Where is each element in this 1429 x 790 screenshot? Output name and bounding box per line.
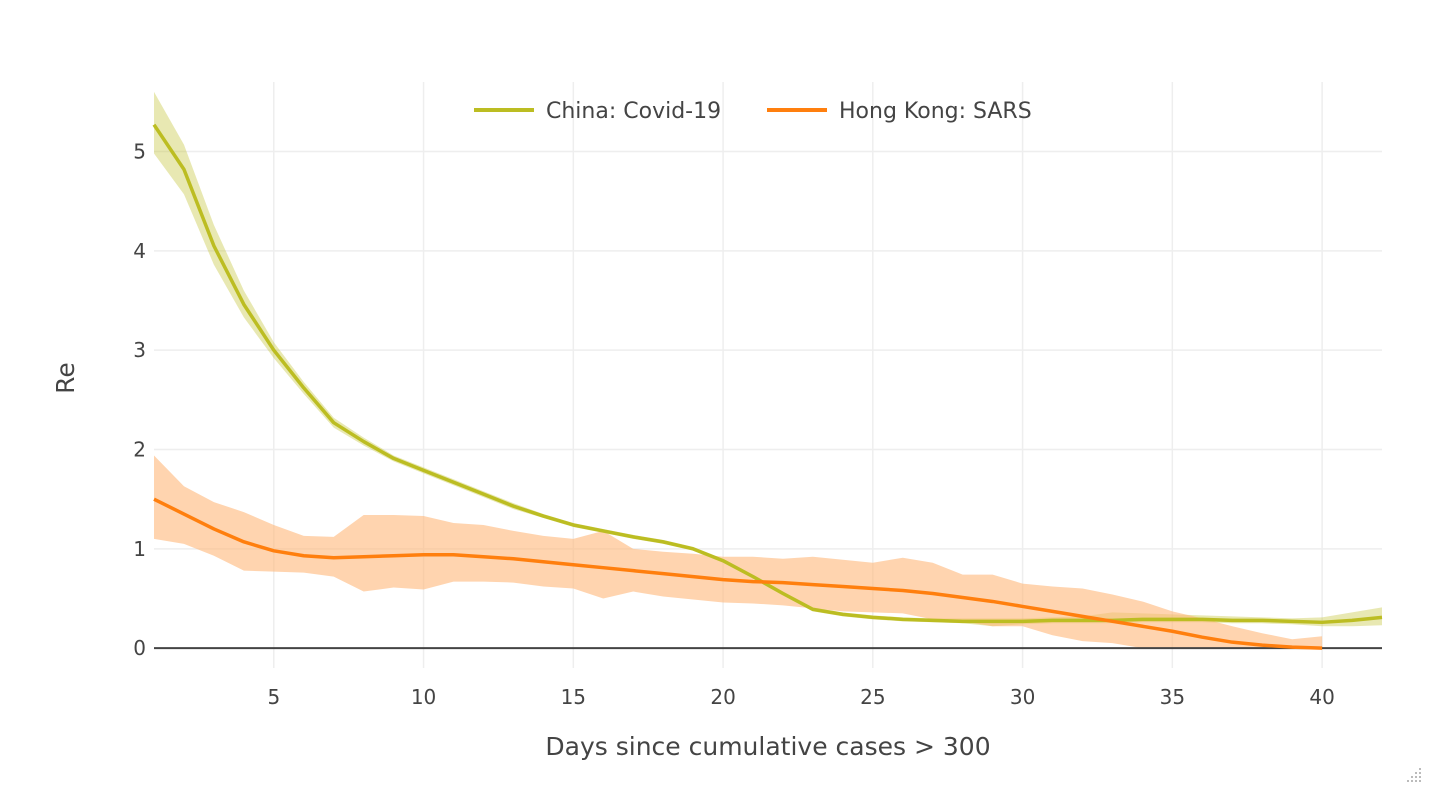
x-tick-label: 20: [710, 685, 735, 709]
x-tick-label: 40: [1309, 685, 1334, 709]
resize-grip-icon[interactable]: [1403, 764, 1423, 784]
confidence-band-1: [154, 455, 1323, 649]
y-tick-label: 2: [133, 437, 146, 461]
legend-label: China: Covid-19: [546, 99, 721, 124]
x-tick-label: 30: [1010, 685, 1035, 709]
series-lines: [152, 123, 1383, 650]
y-tick-label: 4: [133, 239, 146, 263]
legend-item-1[interactable]: Hong Kong: SARS: [767, 99, 1032, 124]
x-axis-ticks: 5 10 15 20 25 30 35 40: [267, 685, 1334, 709]
y-tick-label: 5: [133, 140, 146, 164]
y-axis-ticks: 0 1 2 3 4 5: [133, 140, 146, 661]
legend-item-0[interactable]: China: Covid-19: [474, 99, 721, 124]
x-axis-title: Days since cumulative cases > 300: [545, 732, 990, 761]
y-tick-label: 3: [133, 338, 146, 362]
x-tick-label: 35: [1160, 685, 1185, 709]
x-tick-label: 5: [267, 685, 280, 709]
legend[interactable]: China: Covid-19 Hong Kong: SARS: [474, 99, 1032, 124]
series-line-1: [153, 497, 1323, 650]
x-tick-label: 10: [411, 685, 436, 709]
y-axis-title: Re: [51, 362, 80, 394]
legend-label: Hong Kong: SARS: [839, 99, 1032, 124]
y-tick-label: 0: [133, 636, 146, 660]
y-tick-label: 1: [133, 537, 146, 561]
grid-lines: [154, 82, 1382, 668]
confidence-bands: [154, 91, 1382, 649]
series-line-0: [152, 123, 1383, 625]
x-tick-label: 15: [561, 685, 586, 709]
x-tick-label: 25: [860, 685, 885, 709]
